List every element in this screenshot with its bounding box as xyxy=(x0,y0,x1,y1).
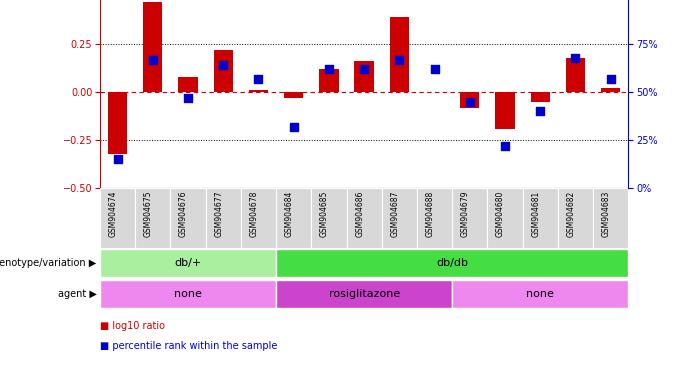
Text: GSM904686: GSM904686 xyxy=(355,190,364,237)
Bar xyxy=(530,92,550,102)
Text: GSM904682: GSM904682 xyxy=(566,190,575,237)
Point xyxy=(182,95,194,101)
Bar xyxy=(347,188,381,248)
Point xyxy=(429,66,440,72)
Text: GSM904678: GSM904678 xyxy=(250,190,258,237)
Bar xyxy=(488,188,523,248)
Bar xyxy=(558,188,593,248)
Bar xyxy=(452,188,488,248)
Bar xyxy=(417,188,452,248)
Text: none: none xyxy=(526,289,554,299)
Bar xyxy=(381,188,417,248)
Bar xyxy=(135,188,171,248)
Text: ■ log10 ratio: ■ log10 ratio xyxy=(100,321,165,331)
Bar xyxy=(214,50,233,92)
Text: rosiglitazone: rosiglitazone xyxy=(328,289,400,299)
Point xyxy=(218,62,228,68)
Bar xyxy=(100,249,276,277)
Bar xyxy=(601,88,620,92)
Point xyxy=(148,56,158,63)
Bar xyxy=(566,58,585,92)
Point xyxy=(359,66,370,72)
Point xyxy=(570,55,581,61)
Bar xyxy=(241,188,276,248)
Point xyxy=(534,108,545,114)
Bar xyxy=(100,280,276,308)
Bar xyxy=(143,2,163,92)
Text: GSM904674: GSM904674 xyxy=(109,190,118,237)
Text: genotype/variation ▶: genotype/variation ▶ xyxy=(0,258,97,268)
Point xyxy=(288,124,299,130)
Bar xyxy=(354,61,374,92)
Bar xyxy=(452,280,628,308)
Point xyxy=(324,66,335,72)
Bar xyxy=(284,92,303,98)
Text: GSM904680: GSM904680 xyxy=(496,190,505,237)
Text: agent ▶: agent ▶ xyxy=(58,289,97,299)
Bar xyxy=(523,188,558,248)
Bar xyxy=(460,92,479,108)
Text: db/db: db/db xyxy=(436,258,469,268)
Bar xyxy=(178,77,198,92)
Bar xyxy=(593,188,628,248)
Point xyxy=(605,76,616,82)
Text: GSM904679: GSM904679 xyxy=(461,190,470,237)
Bar xyxy=(319,69,339,92)
Text: GSM904684: GSM904684 xyxy=(285,190,294,237)
Bar xyxy=(495,92,515,129)
Bar xyxy=(171,188,205,248)
Point xyxy=(500,143,511,149)
Bar xyxy=(249,90,268,92)
Bar xyxy=(108,92,127,154)
Bar xyxy=(311,188,347,248)
Text: db/+: db/+ xyxy=(174,258,202,268)
Bar xyxy=(390,17,409,92)
Text: ■ percentile rank within the sample: ■ percentile rank within the sample xyxy=(100,341,277,351)
Bar xyxy=(100,188,135,248)
Point xyxy=(464,99,475,105)
Text: GSM904688: GSM904688 xyxy=(426,190,435,237)
Text: GSM904676: GSM904676 xyxy=(179,190,188,237)
Text: GSM904687: GSM904687 xyxy=(390,190,399,237)
Text: GSM904685: GSM904685 xyxy=(320,190,329,237)
Point xyxy=(394,56,405,63)
Text: GSM904675: GSM904675 xyxy=(143,190,153,237)
Bar xyxy=(276,188,311,248)
Bar xyxy=(205,188,241,248)
Text: GSM904683: GSM904683 xyxy=(602,190,611,237)
Text: GSM904677: GSM904677 xyxy=(214,190,223,237)
Bar xyxy=(276,249,628,277)
Text: GSM904681: GSM904681 xyxy=(531,190,540,237)
Point xyxy=(253,76,264,82)
Bar xyxy=(276,280,452,308)
Text: none: none xyxy=(174,289,202,299)
Point xyxy=(112,156,123,162)
